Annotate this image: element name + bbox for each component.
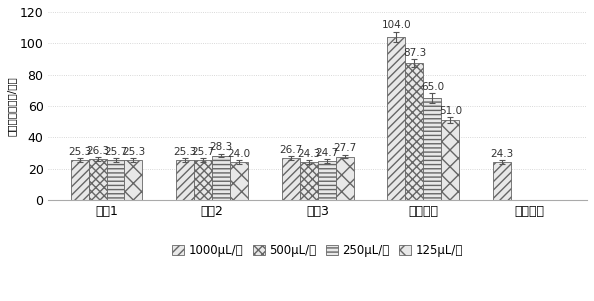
Text: 26.7: 26.7 xyxy=(279,145,302,155)
Text: 25.7: 25.7 xyxy=(191,147,215,157)
Text: 28.3: 28.3 xyxy=(210,142,233,152)
Text: 51.0: 51.0 xyxy=(439,106,462,116)
Bar xyxy=(424,98,441,200)
Bar xyxy=(212,156,230,200)
Text: 24.0: 24.0 xyxy=(228,149,251,159)
Text: 65.0: 65.0 xyxy=(421,82,444,92)
Bar xyxy=(230,162,248,200)
Bar xyxy=(318,161,336,200)
Legend: 1000μL/皿, 500μL/皿, 250μL/皿, 125μL/皿: 1000μL/皿, 500μL/皿, 250μL/皿, 125μL/皿 xyxy=(168,240,468,262)
Bar xyxy=(71,160,89,200)
Bar xyxy=(282,158,300,200)
Text: 24.3: 24.3 xyxy=(297,149,320,159)
Bar xyxy=(493,162,511,200)
Text: 25.3: 25.3 xyxy=(173,147,197,157)
Text: 24.7: 24.7 xyxy=(315,148,339,158)
Text: 25.3: 25.3 xyxy=(68,147,91,157)
Text: 87.3: 87.3 xyxy=(403,48,426,58)
Text: 25.7: 25.7 xyxy=(104,147,127,157)
Bar xyxy=(176,160,194,200)
Bar xyxy=(125,160,143,200)
Bar xyxy=(406,63,424,200)
Bar xyxy=(387,37,406,200)
Bar xyxy=(336,157,353,200)
Text: 25.3: 25.3 xyxy=(122,147,145,157)
Bar xyxy=(441,120,459,200)
Text: 24.3: 24.3 xyxy=(491,149,514,159)
Text: 26.3: 26.3 xyxy=(86,146,109,156)
Text: 104.0: 104.0 xyxy=(381,20,411,30)
Bar xyxy=(89,159,106,200)
Text: 27.7: 27.7 xyxy=(333,143,356,154)
Bar xyxy=(106,160,125,200)
Bar xyxy=(300,162,318,200)
Bar xyxy=(194,160,212,200)
Y-axis label: 回复突变数（个/皿）: 回复突变数（个/皿） xyxy=(7,76,17,136)
